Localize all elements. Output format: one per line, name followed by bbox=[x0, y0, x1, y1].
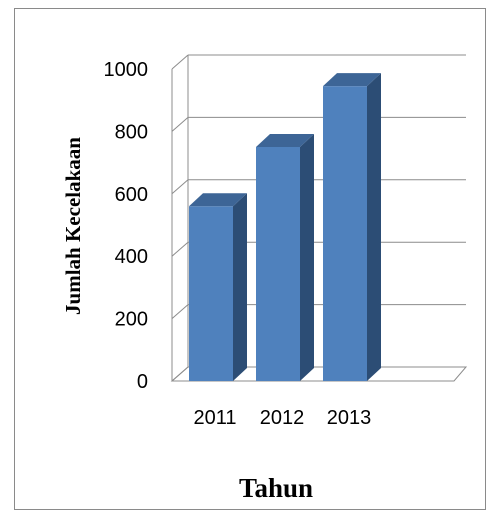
bar bbox=[323, 73, 381, 381]
y-tick-label: 800 bbox=[115, 121, 148, 143]
x-axis-ticks: 2011 2012 2013 bbox=[193, 407, 371, 429]
y-tick-label: 0 bbox=[137, 371, 148, 393]
chart-frame bbox=[14, 8, 486, 510]
bar-top bbox=[323, 73, 381, 87]
bar bbox=[256, 134, 314, 381]
bar-side bbox=[233, 193, 247, 381]
y-tick-label: 1000 bbox=[104, 59, 149, 81]
bar bbox=[189, 193, 247, 381]
gridline-side bbox=[171, 54, 189, 70]
gridline-side bbox=[171, 179, 189, 195]
bar-top bbox=[189, 193, 247, 207]
y-tick-label: 600 bbox=[115, 184, 148, 206]
bars bbox=[189, 73, 381, 381]
gridline-side bbox=[171, 304, 189, 319]
x-axis-title: Tahun bbox=[239, 473, 313, 503]
bar-front bbox=[256, 147, 300, 381]
gridline-side bbox=[171, 241, 189, 257]
y-axis-title: Jumlah Kecelakaan bbox=[61, 137, 85, 315]
x-tick-label: 2011 bbox=[193, 407, 236, 429]
y-tick-label: 200 bbox=[115, 309, 148, 331]
y-tick-label: 400 bbox=[115, 246, 148, 268]
x-tick-label: 2013 bbox=[327, 407, 372, 429]
bar-side bbox=[367, 73, 381, 381]
bar-side bbox=[300, 134, 314, 381]
bar-front bbox=[323, 86, 367, 381]
x-tick-label: 2012 bbox=[260, 407, 305, 429]
bar-front bbox=[189, 206, 233, 381]
bar-top bbox=[256, 134, 314, 147]
y-axis-ticks: 0 200 400 600 800 1000 bbox=[104, 59, 149, 393]
gridline-side bbox=[171, 117, 189, 132]
